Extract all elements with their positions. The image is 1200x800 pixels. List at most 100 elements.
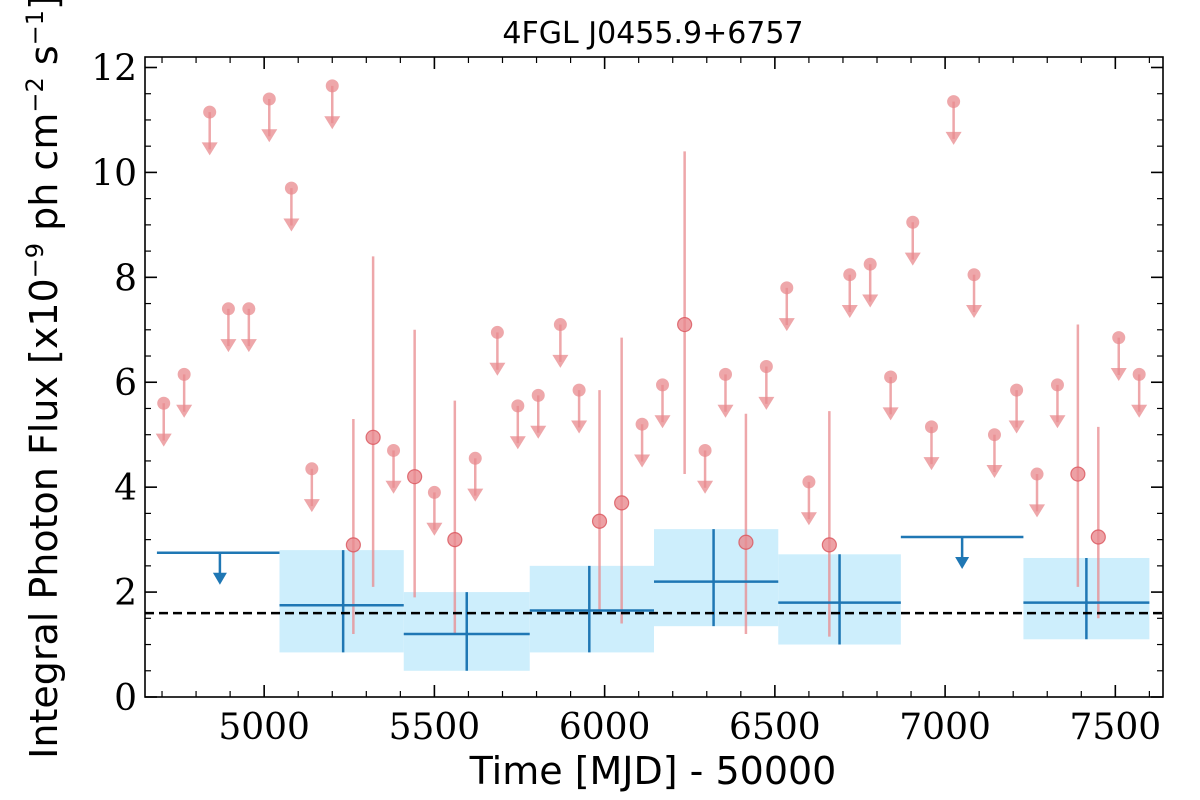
short-upper-limit-marker-1 [177, 367, 191, 381]
short-upper-limit-15 [552, 318, 569, 368]
short-detection-marker-5 [614, 495, 630, 511]
y-tick-label-1: 2 [114, 573, 137, 614]
long-bin-box-0 [279, 550, 404, 653]
x-tick-label-3: 6500 [729, 707, 821, 748]
short-upper-limit-arrow-32 [1008, 420, 1025, 434]
x-axis-label: Time [MJD] - 50000 [469, 749, 837, 793]
short-upper-limit-25 [862, 257, 879, 308]
long-bin-points [156, 529, 1150, 671]
x-tick-label-1: 5500 [389, 707, 481, 748]
short-upper-limit-23 [800, 475, 817, 526]
y-axis-label: Integral Photon Flux [x10−9 ph cm−2 s−1] [21, 0, 66, 759]
long-detection-1 [403, 592, 530, 671]
short-upper-limit-marker-17 [635, 417, 649, 431]
short-upper-limit-marker-29 [947, 95, 961, 109]
x-tick-label-4: 7000 [899, 707, 991, 748]
short-upper-limit-arrow-35 [1110, 368, 1127, 381]
short-upper-limit-arrow-2 [201, 142, 218, 156]
short-upper-limit-36 [1131, 367, 1148, 418]
short-upper-limit-arrow-30 [966, 305, 983, 319]
short-upper-limit-marker-24 [843, 268, 857, 282]
short-upper-limit-arrow-19 [697, 480, 714, 494]
short-upper-limit-arrow-7 [303, 499, 320, 513]
short-detection-9 [1070, 324, 1086, 587]
short-upper-limit-arrow-14 [530, 425, 547, 439]
short-detection-marker-2 [407, 469, 423, 485]
long-detection-2 [529, 565, 654, 653]
long-detection-5 [1023, 557, 1150, 640]
short-upper-limit-32 [1008, 383, 1025, 434]
short-upper-limit-20 [717, 367, 734, 418]
short-upper-limit-arrow-13 [509, 436, 526, 450]
short-upper-limit-marker-23 [802, 475, 816, 489]
short-upper-limit-10 [426, 485, 443, 536]
short-upper-limit-arrow-26 [882, 407, 899, 421]
short-upper-limit-arrow-9 [385, 480, 402, 494]
long-bin-box-3 [654, 529, 779, 627]
short-upper-limit-18 [654, 378, 671, 429]
short-upper-limit-arrow-27 [904, 252, 921, 266]
short-detection-10 [1090, 426, 1106, 619]
short-upper-limit-marker-19 [698, 443, 712, 457]
x-tick-label-5: 7500 [1070, 707, 1162, 748]
short-upper-limit-17 [634, 417, 651, 468]
short-upper-limit-19 [697, 443, 714, 494]
short-detection-marker-1 [365, 429, 381, 445]
short-upper-limit-12 [489, 325, 506, 376]
short-upper-limit-arrow-17 [634, 454, 651, 468]
short-upper-limit-arrow-3 [220, 339, 237, 353]
short-upper-limit-4 [240, 302, 257, 353]
short-detection-7 [738, 413, 754, 635]
short-upper-limit-7 [303, 462, 320, 513]
short-upper-limit-arrow-5 [261, 129, 278, 143]
y-axis-label-exp3: −1 [21, 10, 49, 45]
long-upper-limit-arrow-0 [212, 572, 227, 585]
long-detection-0 [279, 550, 404, 653]
short-upper-limit-marker-27 [906, 215, 920, 229]
short-detection-marker-0 [345, 537, 361, 553]
short-upper-limit-1 [176, 367, 193, 418]
y-axis-label-unit2: s [22, 45, 66, 77]
short-upper-limit-arrow-12 [489, 362, 506, 376]
short-upper-limit-marker-4 [242, 302, 256, 316]
long-upper-limit-0 [156, 551, 280, 585]
short-upper-limit-arrow-11 [467, 488, 484, 502]
short-bin-points [155, 79, 1148, 637]
short-upper-limit-arrow-33 [1029, 504, 1046, 518]
short-upper-limit-marker-35 [1112, 331, 1126, 345]
long-detection-4 [778, 554, 901, 645]
short-upper-limit-27 [904, 215, 921, 266]
short-upper-limit-marker-25 [863, 257, 877, 271]
y-tick-label-3: 6 [114, 363, 137, 404]
short-upper-limit-35 [1110, 331, 1127, 381]
y-tick-label-6: 12 [91, 48, 137, 89]
short-detection-0 [345, 418, 361, 635]
short-detection-marker-4 [591, 513, 608, 529]
short-detection-3 [447, 400, 463, 635]
short-upper-limit-11 [467, 451, 484, 502]
short-upper-limit-arrow-20 [717, 404, 734, 418]
short-upper-limit-marker-7 [305, 462, 319, 476]
short-upper-limit-marker-32 [1010, 383, 1024, 397]
short-upper-limit-marker-0 [157, 396, 171, 410]
short-upper-limit-marker-31 [987, 428, 1001, 442]
short-upper-limit-6 [283, 181, 300, 232]
short-upper-limit-marker-6 [284, 181, 298, 195]
short-upper-limit-arrow-16 [571, 420, 588, 434]
y-axis-label-unit: ph cm [22, 113, 66, 243]
short-upper-limit-marker-11 [468, 451, 482, 465]
short-upper-limit-30 [966, 268, 983, 319]
short-detection-4 [591, 390, 608, 614]
short-upper-limit-22 [778, 281, 795, 332]
x-tick-label-2: 6000 [559, 707, 651, 748]
short-upper-limit-marker-34 [1050, 378, 1064, 392]
short-upper-limit-marker-22 [780, 281, 794, 295]
short-upper-limit-arrow-15 [552, 354, 569, 368]
short-upper-limit-21 [758, 360, 775, 410]
short-upper-limit-arrow-29 [945, 131, 962, 145]
short-upper-limit-28 [923, 420, 940, 471]
short-upper-limit-29 [945, 95, 962, 145]
short-upper-limit-marker-20 [718, 367, 732, 381]
short-detection-5 [614, 337, 630, 624]
short-upper-limit-arrow-18 [654, 415, 671, 429]
